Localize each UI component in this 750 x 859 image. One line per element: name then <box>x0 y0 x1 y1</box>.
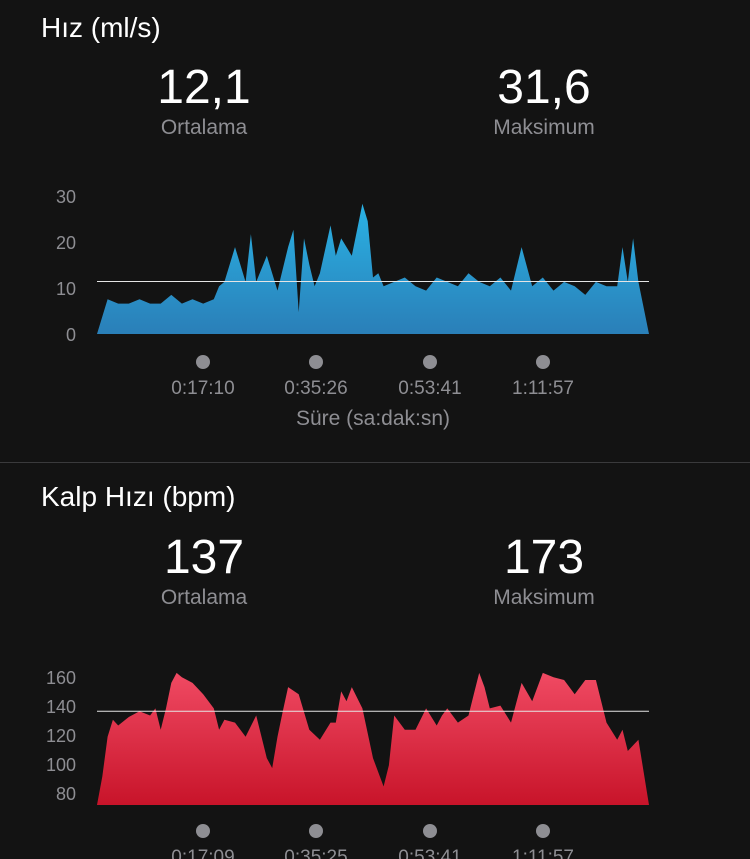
speed-plot-area <box>97 203 649 334</box>
heart-xtick-1: 0:17:09 <box>171 847 234 859</box>
section-divider <box>0 462 750 463</box>
heart-max-label: Maksimum <box>493 586 595 609</box>
speed-title: Hız (ml/s) <box>41 12 161 43</box>
heart-ytick-120: 120 <box>46 726 76 746</box>
speed-chart: 0 10 20 30 0:17:10 0:35:26 0:53:41 1:11:… <box>56 187 649 430</box>
speed-ytick-20: 20 <box>56 233 76 253</box>
heart-average-label: Ortalama <box>160 586 248 609</box>
speed-x-axis-label: Süre (sa:dak:sn) <box>296 407 450 430</box>
heart-scrub-dot-2[interactable] <box>309 824 323 838</box>
speed-ytick-0: 0 <box>66 325 76 345</box>
speed-xtick-3: 0:53:41 <box>398 378 461 399</box>
speed-max-value: 31,6 <box>497 61 591 114</box>
heart-scrub-dot-3[interactable] <box>423 824 437 838</box>
speed-ytick-30: 30 <box>56 187 76 207</box>
heart-rate-section: Kalp Hızı (bpm) 137 Ortalama 173 Maksimu… <box>0 463 750 859</box>
speed-xtick-1: 0:17:10 <box>171 378 234 399</box>
heart-xtick-4: 1:11:57 <box>512 847 574 859</box>
speed-average-value: 12,1 <box>157 61 251 114</box>
heart-ytick-140: 140 <box>46 697 76 717</box>
speed-xtick-4: 1:11:57 <box>512 378 574 399</box>
heart-ytick-160: 160 <box>46 668 76 688</box>
heart-average-stat: 137 Ortalama <box>104 534 304 610</box>
speed-xtick-2: 0:35:26 <box>284 378 347 399</box>
heart-ytick-100: 100 <box>46 755 76 775</box>
heart-xtick-3: 0:53:41 <box>398 847 461 859</box>
speed-max-stat: 31,6 Maksimum <box>444 64 644 140</box>
speed-scrub-dot-3[interactable] <box>423 355 437 369</box>
heart-scrub-dot-4[interactable] <box>536 824 550 838</box>
heart-scrub-dot-1[interactable] <box>196 824 210 838</box>
heart-ytick-80: 80 <box>56 784 76 804</box>
speed-scrub-dot-1[interactable] <box>196 355 210 369</box>
heart-plot-area <box>97 672 649 805</box>
heart-max-stat: 173 Maksimum <box>444 534 644 610</box>
heart-xtick-2: 0:35:25 <box>284 847 347 859</box>
speed-average-stat: 12,1 Ortalama <box>104 64 304 140</box>
speed-ytick-10: 10 <box>56 279 76 299</box>
speed-max-label: Maksimum <box>493 116 595 139</box>
speed-scrub-dot-2[interactable] <box>309 355 323 369</box>
speed-area-series <box>97 203 649 334</box>
speed-scrub-dot-4[interactable] <box>536 355 550 369</box>
speed-section: Hız (ml/s) 12,1 Ortalama 31,6 Maksimum 0… <box>41 12 649 430</box>
speed-average-label: Ortalama <box>160 116 248 139</box>
heart-area-series <box>97 672 649 805</box>
heart-max-value: 173 <box>503 531 585 584</box>
heart-rate-title: Kalp Hızı (bpm) <box>41 481 236 512</box>
heart-average-value: 137 <box>163 531 245 584</box>
heart-rate-chart: 80 100 120 140 160 0:17:09 0:35:25 0:53:… <box>46 668 649 859</box>
